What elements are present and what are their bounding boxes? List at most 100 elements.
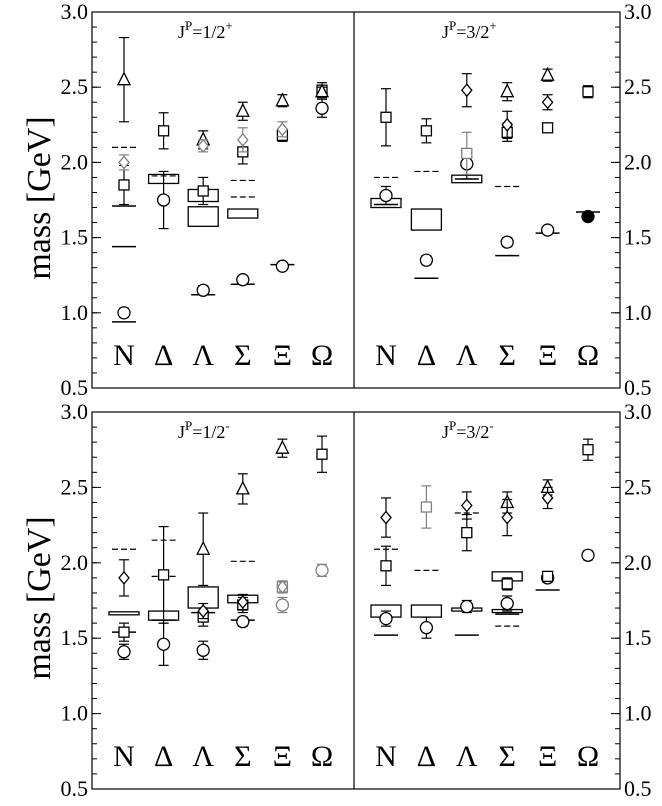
category-label: Σ <box>234 339 251 372</box>
category-label: Λ <box>456 339 478 372</box>
circle-point <box>196 283 210 297</box>
category-label: Λ <box>456 740 478 773</box>
panel-label: JP=3/2- <box>442 418 494 442</box>
square-point <box>380 560 392 572</box>
square-point <box>461 526 473 539</box>
triangle-point <box>196 540 211 555</box>
y-tick-label-right: 1.5 <box>624 225 652 250</box>
category-label: Ξ <box>273 740 292 773</box>
category-label: N <box>375 740 397 773</box>
circle-point <box>275 598 290 612</box>
panel-label: JP=1/2- <box>178 418 230 442</box>
triangle-point <box>275 92 290 107</box>
y-tick-label-right: 2.5 <box>624 74 652 99</box>
square-point <box>316 448 328 460</box>
category-label: Δ <box>417 740 436 773</box>
y-tick-label-right: 0.5 <box>624 375 652 400</box>
square-point <box>582 86 594 98</box>
circle-point <box>379 611 393 626</box>
panel-frame <box>91 11 621 389</box>
circle-point <box>315 101 329 115</box>
circle-point <box>419 253 434 267</box>
category-label: N <box>375 339 397 372</box>
y-tick-label-left: 0.5 <box>61 776 89 801</box>
circle-point <box>315 563 329 577</box>
circle-point <box>275 259 290 273</box>
y-tick-label-left: 2.0 <box>61 149 89 174</box>
y-axis-label-bottom: mass [GeV] <box>21 516 58 679</box>
category-label: Ω <box>311 339 333 372</box>
y-tick-label-left: 1.5 <box>61 625 89 650</box>
panel-label: JP=3/2+ <box>442 18 497 42</box>
y-tick-label-left: 3.0 <box>61 399 89 424</box>
diamond-point <box>460 498 473 513</box>
square-point <box>118 626 130 638</box>
square-point <box>582 444 594 456</box>
square-point <box>420 501 433 513</box>
square-point <box>157 569 170 581</box>
y-tick-label-right: 2.0 <box>624 550 652 575</box>
square-point <box>420 125 433 137</box>
circle-point <box>500 596 514 611</box>
circle-point <box>156 637 171 651</box>
triangle-point <box>314 83 330 98</box>
experiment-box <box>410 604 443 618</box>
square-point <box>118 179 130 191</box>
y-tick-label-left: 1.5 <box>61 225 89 250</box>
panel-frames <box>91 11 621 790</box>
circle-point <box>460 599 474 614</box>
diamond-point <box>197 138 210 153</box>
y-tick-label-left: 0.5 <box>61 375 89 400</box>
y-axis-label-top: mass [GeV] <box>21 116 58 279</box>
triangle-point <box>116 71 132 86</box>
circle-point <box>500 235 514 249</box>
y-tick-label-left: 2.0 <box>61 550 89 575</box>
diamond-point <box>236 594 249 610</box>
axis-ticks: 0.5 0.51.0 1.01.5 1.52.0 2.02.5 2.53.0 3.00.5 0… <box>61 0 652 801</box>
diamond-point <box>197 604 210 619</box>
diamond-point <box>118 570 130 585</box>
category-label: Δ <box>417 339 436 372</box>
circle-point <box>236 614 250 629</box>
y-tick-label-right: 1.0 <box>624 300 652 325</box>
experiment-box <box>227 208 259 219</box>
diamond-point <box>460 83 473 98</box>
circle-point <box>156 193 171 207</box>
category-label: N <box>113 740 135 773</box>
y-tick-label-right: 3.0 <box>624 0 652 24</box>
y-tick-label-left: 1.0 <box>61 701 89 726</box>
y-tick-label-left: 1.0 <box>61 300 89 325</box>
category-label: Ω <box>577 339 599 372</box>
experiment-box <box>410 208 443 231</box>
panel-frame <box>91 411 621 790</box>
panel-label: JP=1/2+ <box>178 18 233 42</box>
square-point <box>157 125 170 137</box>
experiment-box <box>187 206 219 227</box>
circle-point <box>419 620 434 635</box>
category-label: Ξ <box>273 339 292 372</box>
square-point <box>501 578 513 590</box>
diamond-point <box>541 490 554 505</box>
square-point <box>197 185 209 197</box>
y-tick-label-right: 0.5 <box>624 776 652 801</box>
category-label: Σ <box>498 740 515 773</box>
y-tick-label-left: 2.5 <box>61 474 89 499</box>
y-tick-label-right: 2.5 <box>624 474 652 499</box>
triangle-point <box>540 66 555 81</box>
circle-point <box>117 645 131 659</box>
category-label: Ξ <box>538 740 557 773</box>
diamond-point <box>501 510 514 525</box>
circle-point <box>236 273 250 287</box>
category-label: Σ <box>234 740 251 773</box>
diamond-point <box>380 510 392 525</box>
category-label: Ω <box>311 740 333 773</box>
triangle-point <box>235 102 250 117</box>
y-tick-label-left: 3.0 <box>61 0 89 24</box>
triangle-point <box>235 480 250 495</box>
category-label: Λ <box>192 339 214 372</box>
circle-point <box>196 643 210 657</box>
y-tick-label-right: 2.0 <box>624 149 652 174</box>
circle-point <box>117 306 131 320</box>
diamond-point <box>501 117 514 132</box>
